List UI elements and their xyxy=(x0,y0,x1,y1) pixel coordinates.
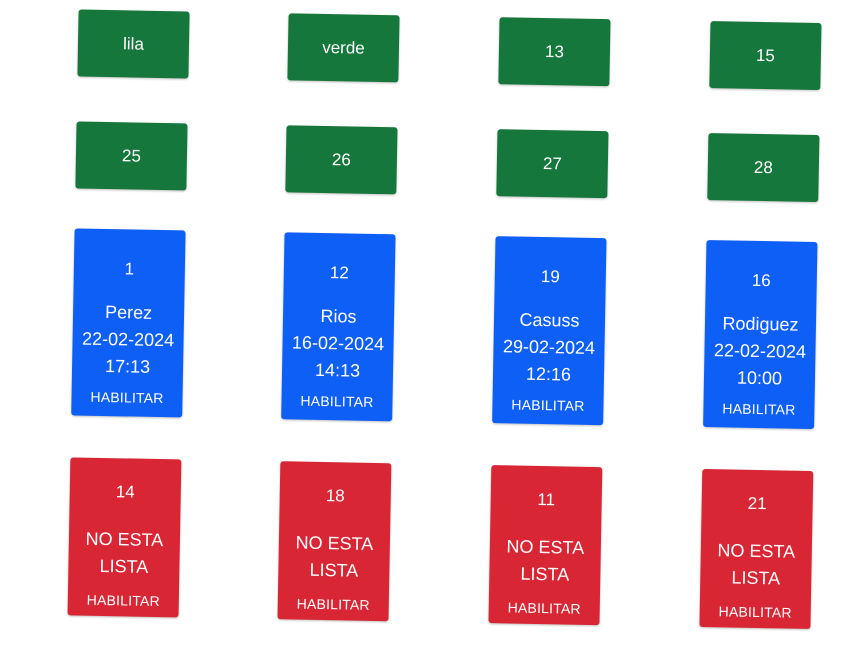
status-text: NO ESTA xyxy=(717,540,796,562)
card-number: 14 xyxy=(115,482,135,502)
enable-button[interactable]: HABILITAR xyxy=(718,603,792,621)
enable-button[interactable]: HABILITAR xyxy=(300,392,374,410)
card-date: 22-02-2024 xyxy=(81,328,175,351)
enable-button[interactable]: HABILITAR xyxy=(511,396,585,414)
status-text: NO ESTA xyxy=(85,528,164,551)
green-tile[interactable]: 28 xyxy=(707,133,820,203)
ready-card: 19 Casuss 29-02-2024 12:16 HABILITAR xyxy=(492,236,607,426)
green-tile[interactable]: 15 xyxy=(709,21,822,91)
ready-card: 12 Rios 16-02-2024 14:13 HABILITAR xyxy=(281,232,396,422)
card-name: Rodiguez xyxy=(722,313,799,335)
green-tile[interactable]: lila xyxy=(77,9,190,79)
card-date: 22-02-2024 xyxy=(713,340,807,362)
status-text: LISTA xyxy=(309,559,359,581)
enable-button[interactable]: HABILITAR xyxy=(296,595,370,613)
status-text: NO ESTA xyxy=(506,536,585,558)
not-ready-card: 14 NO ESTA LISTA HABILITAR xyxy=(67,457,182,618)
green-tile[interactable]: verde xyxy=(287,13,400,83)
ready-card: 16 Rodiguez 22-02-2024 10:00 HABILITAR xyxy=(703,240,818,430)
enable-button[interactable]: HABILITAR xyxy=(90,388,164,407)
status-text: LISTA xyxy=(520,563,570,585)
not-ready-card: 11 NO ESTA LISTA HABILITAR xyxy=(488,465,603,626)
card-time: 12:16 xyxy=(525,363,572,385)
tile-label: 15 xyxy=(755,45,776,65)
card-time: 17:13 xyxy=(104,356,151,377)
not-ready-card: 21 NO ESTA LISTA HABILITAR xyxy=(699,468,814,629)
tile-label: 27 xyxy=(542,153,563,173)
enable-button[interactable]: HABILITAR xyxy=(86,591,161,610)
card-number: 1 xyxy=(124,259,135,279)
card-date: 29-02-2024 xyxy=(502,336,596,358)
enable-button[interactable]: HABILITAR xyxy=(722,400,796,418)
card-name: Casuss xyxy=(519,309,580,331)
status-text: LISTA xyxy=(99,555,149,577)
card-number: 12 xyxy=(329,263,349,283)
card-number: 19 xyxy=(540,266,560,287)
tile-label: 26 xyxy=(331,149,352,169)
card-time: 14:13 xyxy=(314,359,361,381)
tile-label: verde xyxy=(322,37,365,58)
status-text: NO ESTA xyxy=(295,532,374,554)
tile-label: lila xyxy=(122,33,145,54)
card-number: 18 xyxy=(325,486,345,506)
status-text: LISTA xyxy=(731,567,781,589)
tile-label: 28 xyxy=(753,157,773,177)
tile-label: 25 xyxy=(121,145,142,166)
card-number: 21 xyxy=(747,493,767,514)
ready-card: 1 Perez 22-02-2024 17:13 HABILITAR xyxy=(71,228,186,418)
enable-button[interactable]: HABILITAR xyxy=(507,599,581,617)
card-date: 16-02-2024 xyxy=(291,332,385,355)
green-tile[interactable]: 13 xyxy=(498,17,611,87)
card-name: Perez xyxy=(104,302,153,323)
card-number: 16 xyxy=(751,270,771,291)
tile-label: 13 xyxy=(544,41,565,61)
not-ready-card: 18 NO ESTA LISTA HABILITAR xyxy=(277,461,392,622)
green-tile[interactable]: 25 xyxy=(75,121,188,191)
green-tile[interactable]: 27 xyxy=(496,129,609,199)
card-number: 11 xyxy=(537,489,556,510)
card-time: 10:00 xyxy=(736,367,783,389)
card-name: Rios xyxy=(320,305,357,327)
green-tile[interactable]: 26 xyxy=(285,125,398,195)
